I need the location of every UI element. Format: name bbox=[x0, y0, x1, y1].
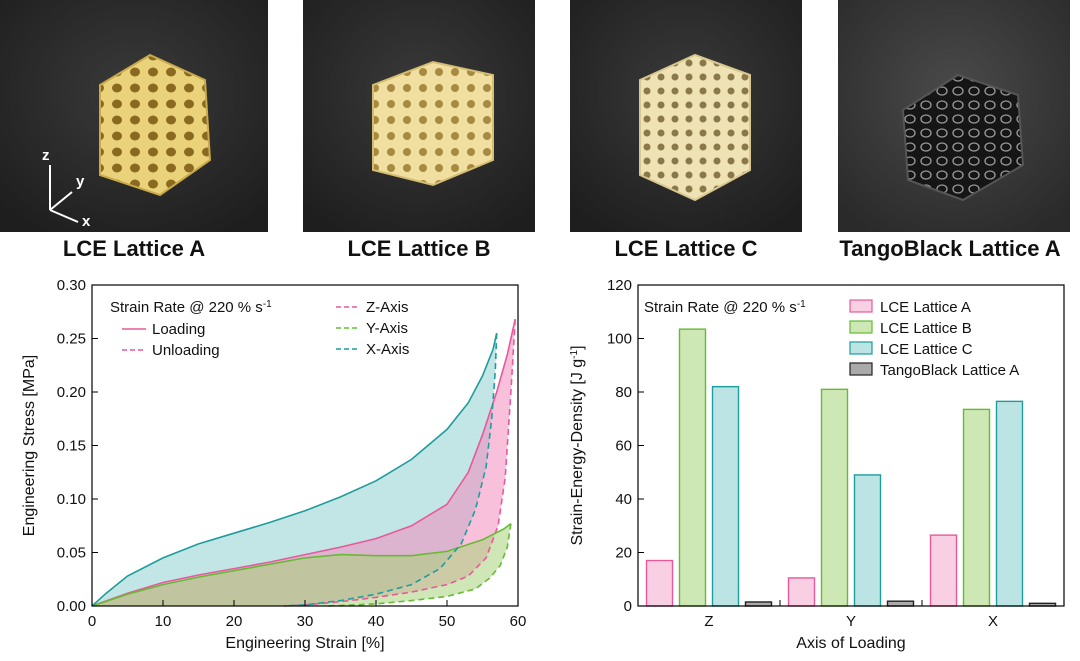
legend-label: Unloading bbox=[152, 342, 220, 359]
bars bbox=[645, 328, 1057, 607]
photo-lce-lattice-a: z y x bbox=[0, 0, 268, 232]
x-tick-label: Z bbox=[704, 613, 713, 630]
legend-swatch bbox=[849, 362, 873, 376]
x-tick-label: 0 bbox=[88, 613, 96, 630]
bar-y-lce-lattice-a bbox=[787, 577, 816, 607]
legend-swatch bbox=[849, 341, 873, 355]
bar-y-tangoblack-lattice-a bbox=[886, 600, 915, 607]
x-tick-label: X bbox=[988, 613, 998, 630]
tick-marks: 0 10 20 30 40 50 60 0.00 0.05 0.10 0.15 0.20 0.25 0.3… bbox=[57, 277, 527, 630]
strain-rate-annotation: Strain Rate @ 220 % s-1 bbox=[110, 299, 272, 317]
y-tick-label: 80 bbox=[615, 384, 632, 401]
loading-line-y-axis bbox=[91, 522, 512, 607]
caption-lce-lattice-b: LCE Lattice B bbox=[347, 236, 491, 261]
x-tick-label: 40 bbox=[368, 613, 385, 630]
bar-y-lce-lattice-b bbox=[820, 388, 849, 607]
bar-z-tangoblack-lattice-a bbox=[744, 601, 773, 607]
legend: Strain Rate @ 220 % s-1 LCE Lattice A LCE… bbox=[644, 299, 1019, 380]
area-z-axis bbox=[92, 319, 516, 606]
photo-lce-lattice-b bbox=[303, 0, 535, 232]
bar-z-lce-lattice-b bbox=[678, 328, 707, 607]
bar-z-lce-lattice-c bbox=[711, 385, 740, 607]
x-tick-label: 20 bbox=[226, 613, 243, 630]
legend-label: Loading bbox=[152, 321, 205, 338]
bar-x-lce-lattice-a bbox=[929, 534, 958, 607]
photo-lce-lattice-c bbox=[570, 0, 802, 232]
lattice-a-image: z y x bbox=[0, 0, 268, 232]
legend: Strain Rate @ 220 % s-1 Loading Unloading… bbox=[110, 299, 409, 360]
legend-label: X-Axis bbox=[366, 341, 409, 358]
loading-line-z-axis bbox=[91, 319, 516, 607]
unloading-line-z-axis bbox=[283, 319, 516, 607]
caption-lce-lattice-c: LCE Lattice C bbox=[614, 236, 758, 261]
photo-tangoblack-lattice-a bbox=[838, 0, 1070, 232]
y-tick-label: 0.00 bbox=[57, 598, 86, 615]
x-tick-label: 50 bbox=[439, 613, 456, 630]
x-axis-title: Axis of Loading bbox=[796, 635, 905, 652]
unloading-line-x-axis bbox=[283, 333, 498, 607]
y-tick-label: 60 bbox=[615, 438, 632, 455]
bar-x-lce-lattice-b bbox=[962, 408, 991, 607]
bar-x-lce-lattice-c bbox=[995, 400, 1024, 607]
tangoblack-lattice-image bbox=[838, 0, 1070, 232]
y-tick-label: 0.20 bbox=[57, 384, 86, 401]
legend-label: LCE Lattice A bbox=[880, 299, 971, 316]
y-tick-label: 120 bbox=[607, 277, 632, 294]
bar-y-lce-lattice-c bbox=[853, 474, 882, 607]
legend-label: Z-Axis bbox=[366, 299, 409, 316]
stress-strain-chart: 0 10 20 30 40 50 60 0.00 0.05 0.10 0.15 0.20 0.25 0.3… bbox=[21, 277, 527, 652]
unloading-line-y-axis bbox=[326, 523, 512, 607]
legend-label: TangoBlack Lattice A bbox=[880, 362, 1019, 379]
y-tick-label: 0.25 bbox=[57, 331, 86, 348]
legend-label: LCE Lattice C bbox=[880, 341, 973, 358]
y-tick-label: 40 bbox=[615, 491, 632, 508]
caption-lce-lattice-a: LCE Lattice A bbox=[62, 236, 206, 261]
legend-swatch bbox=[849, 299, 873, 313]
y-axis-title: Engineering Stress [MPa] bbox=[21, 355, 38, 536]
y-tick-label: 100 bbox=[607, 331, 632, 348]
legend-label: LCE Lattice B bbox=[880, 320, 972, 337]
axes-triad: z y x bbox=[42, 147, 91, 230]
tick-marks: Z Y X 0 20 40 60 80 100 120 bbox=[607, 277, 998, 630]
axis-z-label: z bbox=[42, 147, 50, 164]
lattice-c-image bbox=[570, 0, 802, 232]
loading-line-x-axis bbox=[91, 332, 498, 607]
x-tick-label: 60 bbox=[510, 613, 527, 630]
y-tick-label: 0.10 bbox=[57, 491, 86, 508]
curve-lines bbox=[91, 319, 516, 607]
y-tick-label: 0 bbox=[624, 598, 632, 615]
lattice-b-image bbox=[303, 0, 535, 232]
y-tick-label: 20 bbox=[615, 545, 632, 562]
x-tick-label: Y bbox=[846, 613, 856, 630]
legend-label: Y-Axis bbox=[366, 320, 408, 337]
axis-x-label: x bbox=[82, 213, 91, 230]
legend-swatch bbox=[849, 320, 873, 334]
strain-energy-bar-chart: Z Y X 0 20 40 60 80 100 120 Axis of Loading Strai… bbox=[569, 277, 1065, 652]
x-axis-title: Engineering Strain [%] bbox=[225, 635, 384, 652]
y-tick-label: 0.15 bbox=[57, 438, 86, 455]
strain-rate-annotation: Strain Rate @ 220 % s-1 bbox=[644, 299, 806, 317]
y-axis-title: Strain-Energy-Density [J g-1] bbox=[569, 345, 587, 545]
bar-z-lce-lattice-a bbox=[645, 559, 674, 607]
axis-y-label: y bbox=[76, 173, 85, 190]
x-tick-label: 30 bbox=[297, 613, 314, 630]
y-tick-label: 0.30 bbox=[57, 277, 86, 294]
x-tick-label: 10 bbox=[155, 613, 172, 630]
hysteresis-areas bbox=[92, 319, 516, 606]
caption-tangoblack-lattice-a: TangoBlack Lattice A bbox=[839, 236, 1061, 261]
y-tick-label: 0.05 bbox=[57, 545, 86, 562]
